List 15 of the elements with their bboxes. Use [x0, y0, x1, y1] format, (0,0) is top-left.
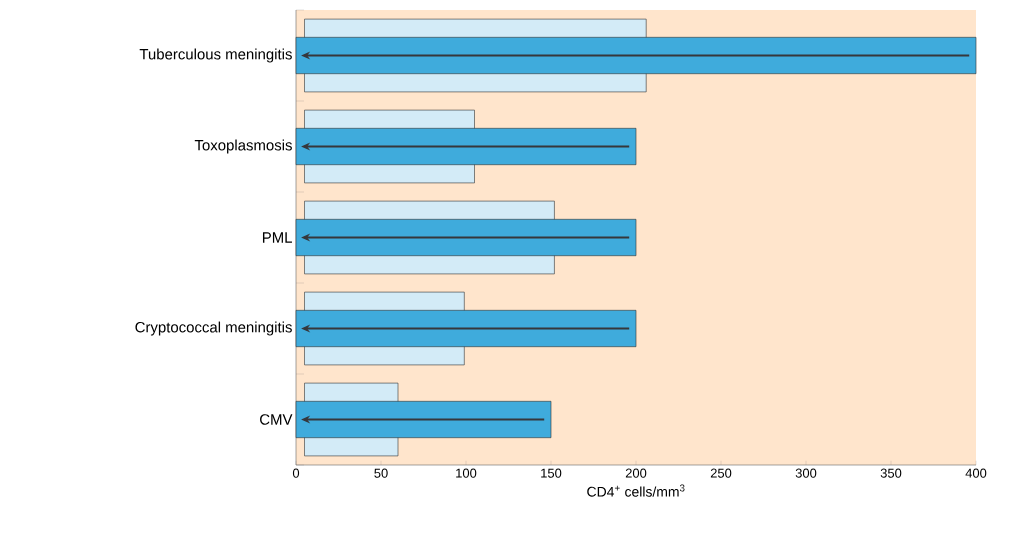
- y-tick-label: Toxoplasmosis: [194, 139, 292, 154]
- x-tick-label: 400: [965, 468, 987, 478]
- y-tick-label: Cryptococcal meningitis: [135, 321, 292, 336]
- y-tick-label: CMV: [260, 414, 293, 425]
- x-tick-label: 0: [292, 468, 300, 478]
- x-tick-label: 300: [795, 468, 817, 478]
- x-tick-label: 250: [710, 468, 732, 478]
- x-axis-title: CD4$^{+}$ cells/mm$^{3}$: [587, 484, 685, 497]
- x-tick-label: 50: [374, 468, 388, 478]
- x-tick-label: 200: [625, 468, 647, 478]
- x-tick-label: 150: [541, 468, 562, 478]
- y-tick-label: Tuberculous meningitis: [139, 48, 292, 63]
- x-tick-label: 350: [880, 468, 902, 478]
- y-tick-label: PML: [262, 232, 292, 243]
- x-tick-label: 100: [456, 468, 477, 478]
